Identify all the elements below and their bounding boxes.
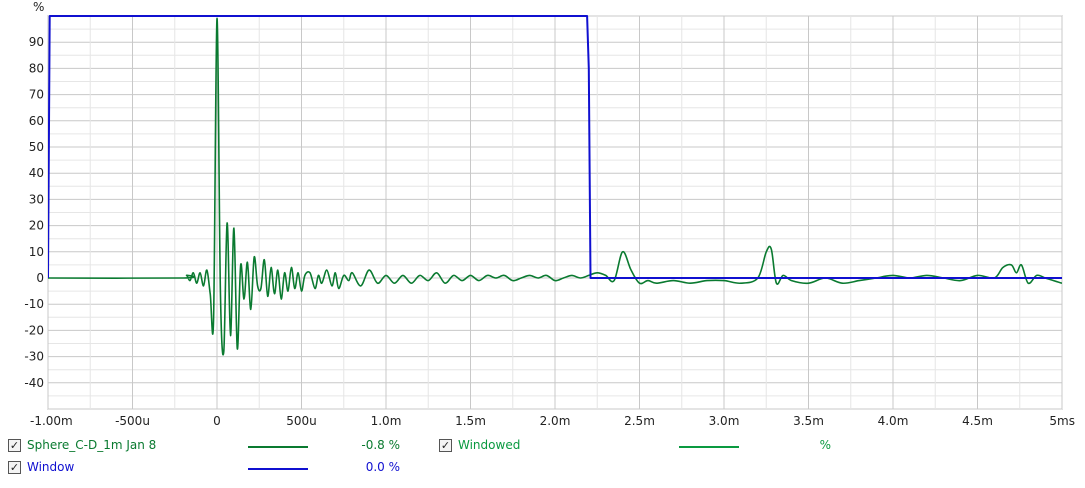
y-tick-label: -20: [24, 323, 44, 337]
legend-checkbox-windowed[interactable]: ✓: [439, 439, 452, 452]
legend-value-windowed: %: [819, 438, 831, 452]
y-tick-label: 40: [29, 166, 44, 180]
y-tick-label: 20: [29, 219, 44, 233]
x-axis: -1.00m -500u 0 500u 1.0m 1.5m 2.0m 2.5m 3.0m 3.5m…: [30, 414, 1075, 428]
series-group: [48, 15, 1062, 356]
y-tick-label: 30: [29, 192, 44, 206]
legend-checkbox-sphere[interactable]: ✓: [8, 439, 21, 452]
legend-value-window: 0.0 %: [365, 460, 400, 474]
legend-value-sphere: -0.8 %: [361, 438, 400, 452]
sphere-series-line: [48, 17, 1062, 356]
x-tick-label: 5ms: [1049, 414, 1075, 428]
x-tick-label: 4.0m: [878, 414, 909, 428]
x-tick-label: 3.5m: [793, 414, 824, 428]
x-tick-label: 1.0m: [371, 414, 402, 428]
x-tick-label: 500u: [286, 414, 317, 428]
x-tick-label: 3.0m: [709, 414, 740, 428]
x-tick-label: 0: [213, 414, 221, 428]
x-tick-label: 2.0m: [540, 414, 571, 428]
y-tick-label: -40: [24, 376, 44, 390]
y-tick-label: 70: [29, 88, 44, 102]
y-tick-label: 80: [29, 61, 44, 75]
legend-label-sphere: Sphere_C-D_1m Jan 8: [27, 438, 157, 452]
legend-label-window: Window: [27, 460, 75, 474]
x-tick-label: 1.5m: [455, 414, 486, 428]
y-tick-label: 90: [29, 35, 44, 49]
window-series-line: [48, 15, 1062, 279]
x-tick-label: 4.5m: [962, 414, 993, 428]
y-tick-label: 50: [29, 140, 44, 154]
legend-checkbox-window[interactable]: ✓: [8, 461, 21, 474]
y-axis-unit: %: [33, 0, 44, 14]
y-axis: 90 80 70 60 50 40 30 20 10 0 -10 -20 -30 -40: [24, 35, 44, 390]
legend-swatch-windowed: [679, 446, 739, 448]
y-tick-label: 0: [36, 271, 44, 285]
y-tick-label: 60: [29, 114, 44, 128]
legend-swatch-window: [248, 468, 308, 470]
y-tick-label: -10: [24, 297, 44, 311]
x-tick-label: -1.00m: [30, 414, 73, 428]
grid: [47, 15, 1063, 410]
y-tick-label: -30: [24, 350, 44, 364]
legend-swatch-sphere: [248, 446, 308, 448]
legend-label-windowed: Windowed: [458, 438, 521, 452]
x-tick-label: -500u: [115, 414, 150, 428]
x-tick-label: 2.5m: [624, 414, 655, 428]
y-tick-label: 10: [29, 245, 44, 259]
impulse-chart: -1.00m -500u 0 500u 1.0m 1.5m 2.0m 2.5m 3.0m 3.5m…: [24, 0, 1075, 428]
